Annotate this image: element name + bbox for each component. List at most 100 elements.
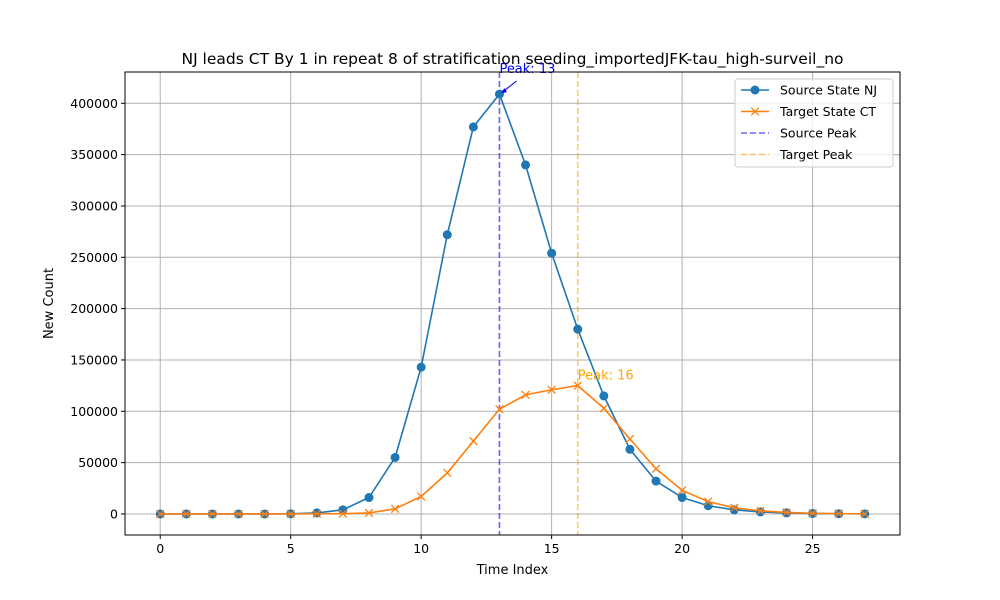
legend-label: Target Peak [779,147,853,162]
x-tick-label: 15 [544,541,560,556]
y-tick-label: 300000 [70,198,118,213]
data-point-stroke [182,509,191,519]
data-point [338,509,348,518]
data-point [416,492,426,501]
data-point [364,493,374,503]
data-point [312,508,322,518]
data-point-stroke [782,508,791,517]
legend-label: Source State NJ [780,83,877,98]
x-tick-label: 0 [156,541,164,556]
y-tick-label: 350000 [70,147,118,162]
data-point [860,509,870,519]
data-point [651,476,661,486]
data-point-stroke [364,508,374,518]
data-point-stroke [416,492,426,501]
data-point [599,391,609,401]
data-point [364,508,374,518]
data-point-stroke [234,509,243,519]
data-point-stroke [625,434,635,444]
data-point-stroke [312,509,322,519]
legend: Source State NJ Target State CT Source Pea… [734,78,894,168]
data-point [416,362,426,372]
y-tick-label: 50000 [78,455,118,470]
data-point [390,504,400,514]
chart-title: NJ leads CT By 1 in repeat 8 of stratifi… [181,50,843,69]
data-point [521,390,530,400]
data-point-stroke [155,509,165,519]
data-point [677,493,687,503]
x-axis-label: Time Index [476,563,549,578]
data-point-stroke [547,385,556,394]
data-point-stroke [286,509,295,519]
data-point-stroke [834,509,843,518]
data-point-stroke [860,509,870,519]
data-point [651,464,661,474]
y-axis-ticks: 0 50000 100000 150000 200000 250000 300000 3500… [70,96,125,521]
series-line-2 [160,384,865,515]
data-point-stroke [338,509,348,518]
data-point [547,385,556,394]
legend-label: Source Peak [780,126,857,141]
data-point [834,509,843,518]
data-point-stroke [521,390,530,400]
data-point [469,436,478,446]
data-point [495,404,504,414]
data-point [599,403,609,413]
data-point [756,506,765,516]
data-point [494,89,504,99]
data-point [442,230,452,240]
data-point [286,509,295,519]
data-point-stroke [677,486,687,495]
data-point [443,468,452,478]
data-point-stroke [573,381,582,390]
data-point [755,507,765,517]
data-point-stroke [443,468,452,478]
data-point [260,509,269,519]
y-tick-label: 250000 [70,250,118,265]
data-point-stroke [208,509,217,519]
data-point [521,160,531,170]
annotation-label: Peak: 16 [578,369,634,384]
data-point-stroke [730,503,739,513]
data-point [312,509,322,519]
data-point-stroke [651,464,661,474]
data-point [808,508,817,518]
data-point [155,509,165,519]
data-point-stroke [756,506,765,516]
data-point [677,486,687,495]
x-tick-label: 5 [287,541,295,556]
data-point [234,509,243,519]
data-point [573,324,583,334]
data-point-stroke [599,403,609,413]
y-tick-label: 150000 [70,352,118,367]
plot-frame [124,71,901,536]
data-point [468,122,478,132]
annotations: Peak: 13 Peak: 16 [499,62,633,384]
data-point [703,497,713,506]
annotation-label: Peak: 13 [499,62,555,77]
data-point-stroke [469,436,478,446]
data-point [182,509,191,519]
y-tick-label: 400000 [70,96,118,111]
y-tick-label: 0 [110,506,118,521]
data-point [390,452,400,462]
legend-label: Target State CT [779,104,876,119]
data-point-stroke [390,504,400,514]
x-tick-label: 25 [805,541,821,556]
data-point [730,503,739,513]
data-point [625,434,635,444]
x-tick-label: 10 [413,541,429,556]
data-point [547,248,557,258]
peak-lines [498,72,579,535]
legend-marker [750,107,760,116]
y-tick-label: 200000 [70,301,118,316]
y-tick-label: 100000 [70,404,118,419]
x-tick-label: 20 [674,541,690,556]
annotation-arrowhead [500,88,507,94]
x-axis-ticks: 0 5 10 15 20 25 [156,535,821,556]
data-point-stroke [703,497,713,506]
data-point [208,509,217,519]
data-point [573,381,582,390]
data-point [625,444,635,454]
